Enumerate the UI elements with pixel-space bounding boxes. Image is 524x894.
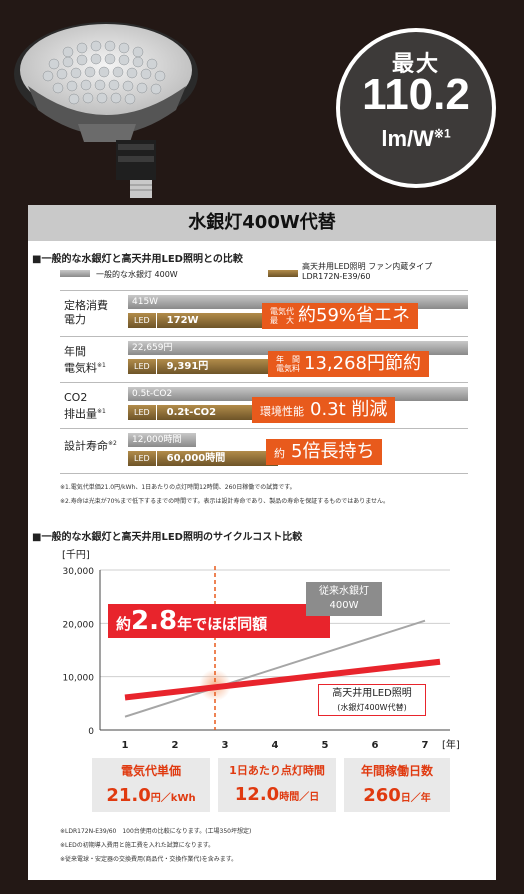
note: ※2.寿命は光束が70%まで低下するまでの時間です。表示は設計寿命であり、製品の… [60, 498, 390, 505]
x-tick-label: 4 [272, 740, 279, 751]
savings-callout: 電気代最 大約59%省エネ [262, 303, 419, 329]
note: ※1.電気代単価21.0円/kWh、1日あたりの点灯時間12時間、260日稼働で… [60, 484, 296, 491]
y-tick-label: 0 [88, 727, 94, 737]
badge-caption: 最大 [391, 52, 440, 77]
led-bar: LED 9,391円 [128, 359, 268, 374]
info-box: 年間稼働日数 260日／年 [344, 758, 450, 812]
y-tick-label: 30,000 [63, 567, 95, 577]
led-bar: LED 172W [128, 313, 268, 328]
footnote: ※LDR172N-E39/60 100台使用の比較になります。(工場350坪想定… [60, 828, 252, 835]
footnote: ※従来電球・安定器の交換費用(商品代・交換作業代)を含みます。 [60, 856, 238, 863]
mercury-series-label: 従来水銀灯 400W [306, 582, 382, 616]
series-line-mercury [124, 619, 426, 718]
x-tick-label: 3 [222, 740, 229, 751]
comparison-title: ■一般的な水銀灯と高天井用LED照明との比較 [32, 254, 243, 265]
series-line-led [124, 658, 441, 701]
led-lamp-image [14, 22, 198, 198]
y-tick-label: 10,000 [63, 674, 95, 684]
chart-title: ■一般的な水銀灯と高天井用LED照明のサイクルコスト比較 [32, 532, 303, 543]
legend-led-swatch [268, 270, 298, 277]
row-label: CO2 排出量※1 [64, 391, 106, 421]
led-series-label: 高天井用LED照明 (水銀灯400W代替) [318, 684, 426, 716]
table-row: 定格消費 電力 415W LED 172W 電気代最 大約59%省エネ [60, 290, 468, 336]
savings-callout: 約 5倍長持ち [266, 439, 383, 465]
savings-callout: 年 間電気料 13,268円節約 [268, 351, 429, 377]
badge-value: 110.2 [362, 70, 470, 119]
led-bar: LED 60,000時間 [128, 451, 278, 466]
x-tick-label: 7 [422, 740, 429, 751]
badge-unit: lm/W※1 [381, 126, 451, 151]
table-row: 年間 電気料※1 22,659円 LED 9,391円 年 間電気料 13,268円節… [60, 336, 468, 382]
savings-callout: 環境性能 0.3t 削減 [252, 397, 396, 423]
x-tick-label: 6 [372, 740, 379, 751]
x-tick-label: 1 [122, 740, 129, 751]
efficiency-badge: 最大 110.2 lm/W※1 [336, 28, 496, 188]
row-label: 定格消費 電力 [64, 299, 108, 326]
legend-mercury-swatch [60, 270, 90, 277]
panel-title: 水銀灯400W代替 [28, 205, 496, 241]
footnote: ※LEDの初期導入費用と施工費を入れた試算になります。 [60, 842, 215, 849]
crossover-annotation: 約2.8年でほぼ同額 [108, 604, 330, 638]
mercury-bar: 12,000時間 [128, 433, 196, 447]
row-label: 設計寿命※2 [64, 439, 117, 453]
legend-led-line1: 高天井用LED照明 ファン内蔵タイプ [302, 262, 433, 271]
info-box: 電気代単価 21.0円／kWh [92, 758, 210, 812]
table-row: 設計寿命※2 12,000時間 LED 60,000時間 約 5倍長持ち [60, 428, 468, 474]
x-tick-label: 5 [322, 740, 329, 751]
y-axis-label: [千円] [62, 550, 90, 561]
legend-mercury: 一般的な水銀灯 400W [96, 270, 178, 279]
row-label: 年間 電気料※1 [64, 345, 106, 375]
led-bar: LED 0.2t-CO2 [128, 405, 268, 420]
x-tick-label: 2 [172, 740, 179, 751]
x-axis-label: [年] [442, 738, 460, 751]
legend-led-line2: LDR172N-E39/60 [302, 272, 371, 281]
hero-area: 最大 110.2 lm/W※1 [0, 0, 524, 205]
y-tick-label: 20,000 [63, 620, 95, 630]
table-row: CO2 排出量※1 0.5t-CO2 LED 0.2t-CO2 環境性能 0.3t 削… [60, 382, 468, 428]
info-box: 1日あたり点灯時間 12.0時間／日 [218, 758, 336, 812]
